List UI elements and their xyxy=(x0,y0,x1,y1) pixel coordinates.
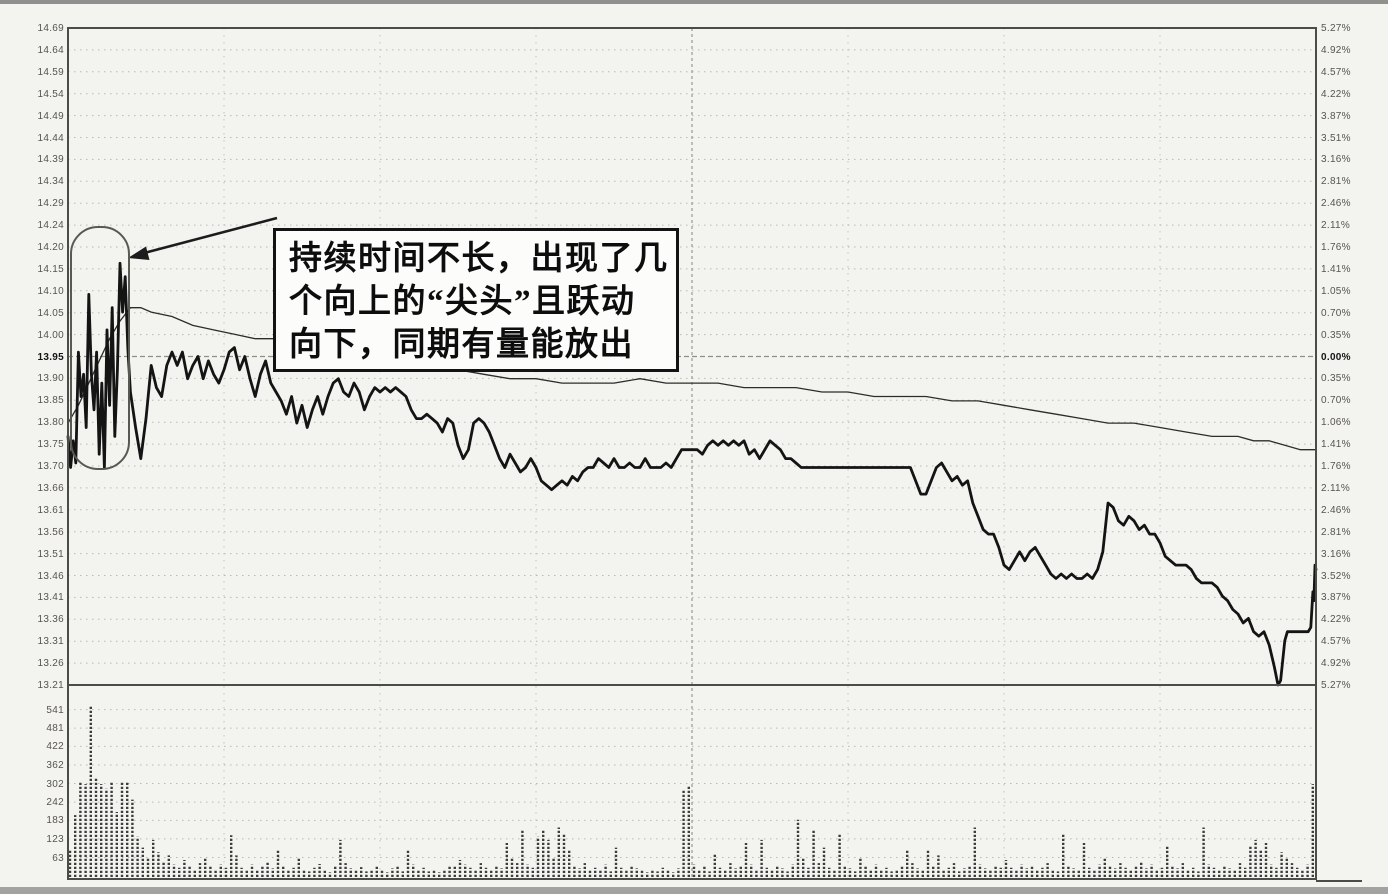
percent-axis-label: 2.46% xyxy=(1321,504,1351,516)
price-axis-label: 14.64 xyxy=(37,44,64,56)
percent-axis-label: 4.22% xyxy=(1321,88,1351,100)
annotation-box: 持续时间不长，出现了几 个向上的“尖头”且跃动 向下，同期有量能放出 xyxy=(273,228,679,372)
price-axis-label: 14.24 xyxy=(37,220,64,232)
percent-axis-label: 0.35% xyxy=(1321,329,1351,341)
scan-edge-top xyxy=(0,0,1388,4)
price-axis-label: 13.95 xyxy=(37,351,64,363)
percent-axis-label: 0.00% xyxy=(1321,351,1351,363)
price-axis-label: 14.05 xyxy=(37,307,64,319)
volume-axis-label: 481 xyxy=(46,723,64,735)
price-axis-label: 13.46 xyxy=(37,570,64,582)
percent-axis-label: 3.16% xyxy=(1321,548,1351,560)
price-axis-label: 13.70 xyxy=(37,461,64,472)
percent-axis-label: 3.51% xyxy=(1321,132,1351,144)
price-axis-label: 13.26 xyxy=(37,658,64,670)
percent-axis-label: 3.87% xyxy=(1321,592,1351,604)
percent-axis-label: 3.16% xyxy=(1321,154,1351,166)
volume-axis-label: 362 xyxy=(46,759,64,771)
price-axis-label: 13.41 xyxy=(37,592,64,604)
opening-spike-highlight-ellipse xyxy=(70,226,130,470)
price-axis-label: 14.10 xyxy=(37,285,64,297)
callout-arrow-head-icon xyxy=(128,246,150,260)
percent-axis-label: 0.70% xyxy=(1321,307,1351,319)
volume-axis-label: 302 xyxy=(46,778,64,790)
price-axis-label: 14.69 xyxy=(37,23,64,34)
percent-axis-label: 2.11% xyxy=(1321,482,1351,494)
percent-axis-label: 2.81% xyxy=(1321,176,1351,188)
volume-axis-label: 242 xyxy=(46,797,64,809)
chart-frame xyxy=(67,27,1317,880)
volume-axis-label: 183 xyxy=(46,815,64,827)
average-price-line xyxy=(67,307,1316,451)
price-axis-label: 13.51 xyxy=(37,548,64,560)
volume-axis-label: 422 xyxy=(46,741,64,753)
price-axis-label: 13.31 xyxy=(37,636,64,648)
price-line xyxy=(66,261,1318,687)
percent-axis-label: 4.92% xyxy=(1321,44,1351,56)
percent-axis-label: 2.81% xyxy=(1321,526,1351,538)
percent-axis-label: 1.41% xyxy=(1321,263,1351,275)
annotation-line: 持续时间不长，出现了几 xyxy=(289,241,669,277)
price-axis-label: 14.29 xyxy=(37,198,64,210)
percent-axis-label: 4.22% xyxy=(1321,614,1351,626)
price-axis-label: 13.80 xyxy=(37,417,64,429)
percent-axis-label: 5.27% xyxy=(1321,23,1351,34)
price-axis-label: 14.54 xyxy=(37,88,64,100)
percent-axis-label: 2.11% xyxy=(1321,220,1351,232)
percent-axis-label: 4.57% xyxy=(1321,636,1351,648)
volume-axis-label: 63 xyxy=(52,852,64,864)
percent-axis-label: 0.35% xyxy=(1321,373,1351,385)
volume-axis-label: 123 xyxy=(46,833,64,845)
price-axis-label: 13.85 xyxy=(37,395,64,407)
percent-axis-label: 2.46% xyxy=(1321,198,1351,210)
price-axis-label: 14.49 xyxy=(37,110,64,122)
price-axis-label: 13.56 xyxy=(37,526,64,538)
annotation-line: 个向上的“尖头”且跃动 xyxy=(289,284,636,320)
percent-axis-label: 1.41% xyxy=(1321,439,1351,451)
percent-axis-label: 4.57% xyxy=(1321,66,1351,78)
price-axis-label: 14.59 xyxy=(37,66,64,78)
price-axis-label: 14.39 xyxy=(37,154,64,166)
percent-axis-label: 1.05% xyxy=(1321,285,1351,297)
percent-axis-label: 1.06% xyxy=(1321,417,1351,429)
price-axis-label: 13.90 xyxy=(37,373,64,385)
price-axis-label: 13.75 xyxy=(37,439,64,451)
price-axis-label: 13.66 xyxy=(37,482,64,494)
volume-axis-label: 541 xyxy=(46,704,64,716)
callout-arrow-shaft xyxy=(145,216,278,254)
percent-axis-label: 5.27% xyxy=(1321,680,1351,691)
price-axis-label: 14.20 xyxy=(37,242,64,253)
percent-axis-label: 1.76% xyxy=(1321,242,1351,253)
price-axis-label: 14.34 xyxy=(37,176,64,188)
price-axis-label: 13.21 xyxy=(37,680,64,691)
price-axis-label: 14.15 xyxy=(37,263,64,275)
percent-axis-label: 3.87% xyxy=(1321,110,1351,122)
price-axis-label: 13.61 xyxy=(37,504,64,516)
annotation-line: 向下，同期有量能放出 xyxy=(289,327,634,363)
price-axis-label: 14.00 xyxy=(37,329,64,341)
price-axis-label: 14.44 xyxy=(37,132,64,144)
percent-axis-label: 4.92% xyxy=(1321,658,1351,670)
scan-edge-bottom xyxy=(0,887,1388,894)
percent-axis-label: 1.76% xyxy=(1321,461,1351,472)
price-axis-label: 13.36 xyxy=(37,614,64,626)
percent-axis-label: 0.70% xyxy=(1321,395,1351,407)
percent-axis-label: 3.52% xyxy=(1321,570,1351,582)
